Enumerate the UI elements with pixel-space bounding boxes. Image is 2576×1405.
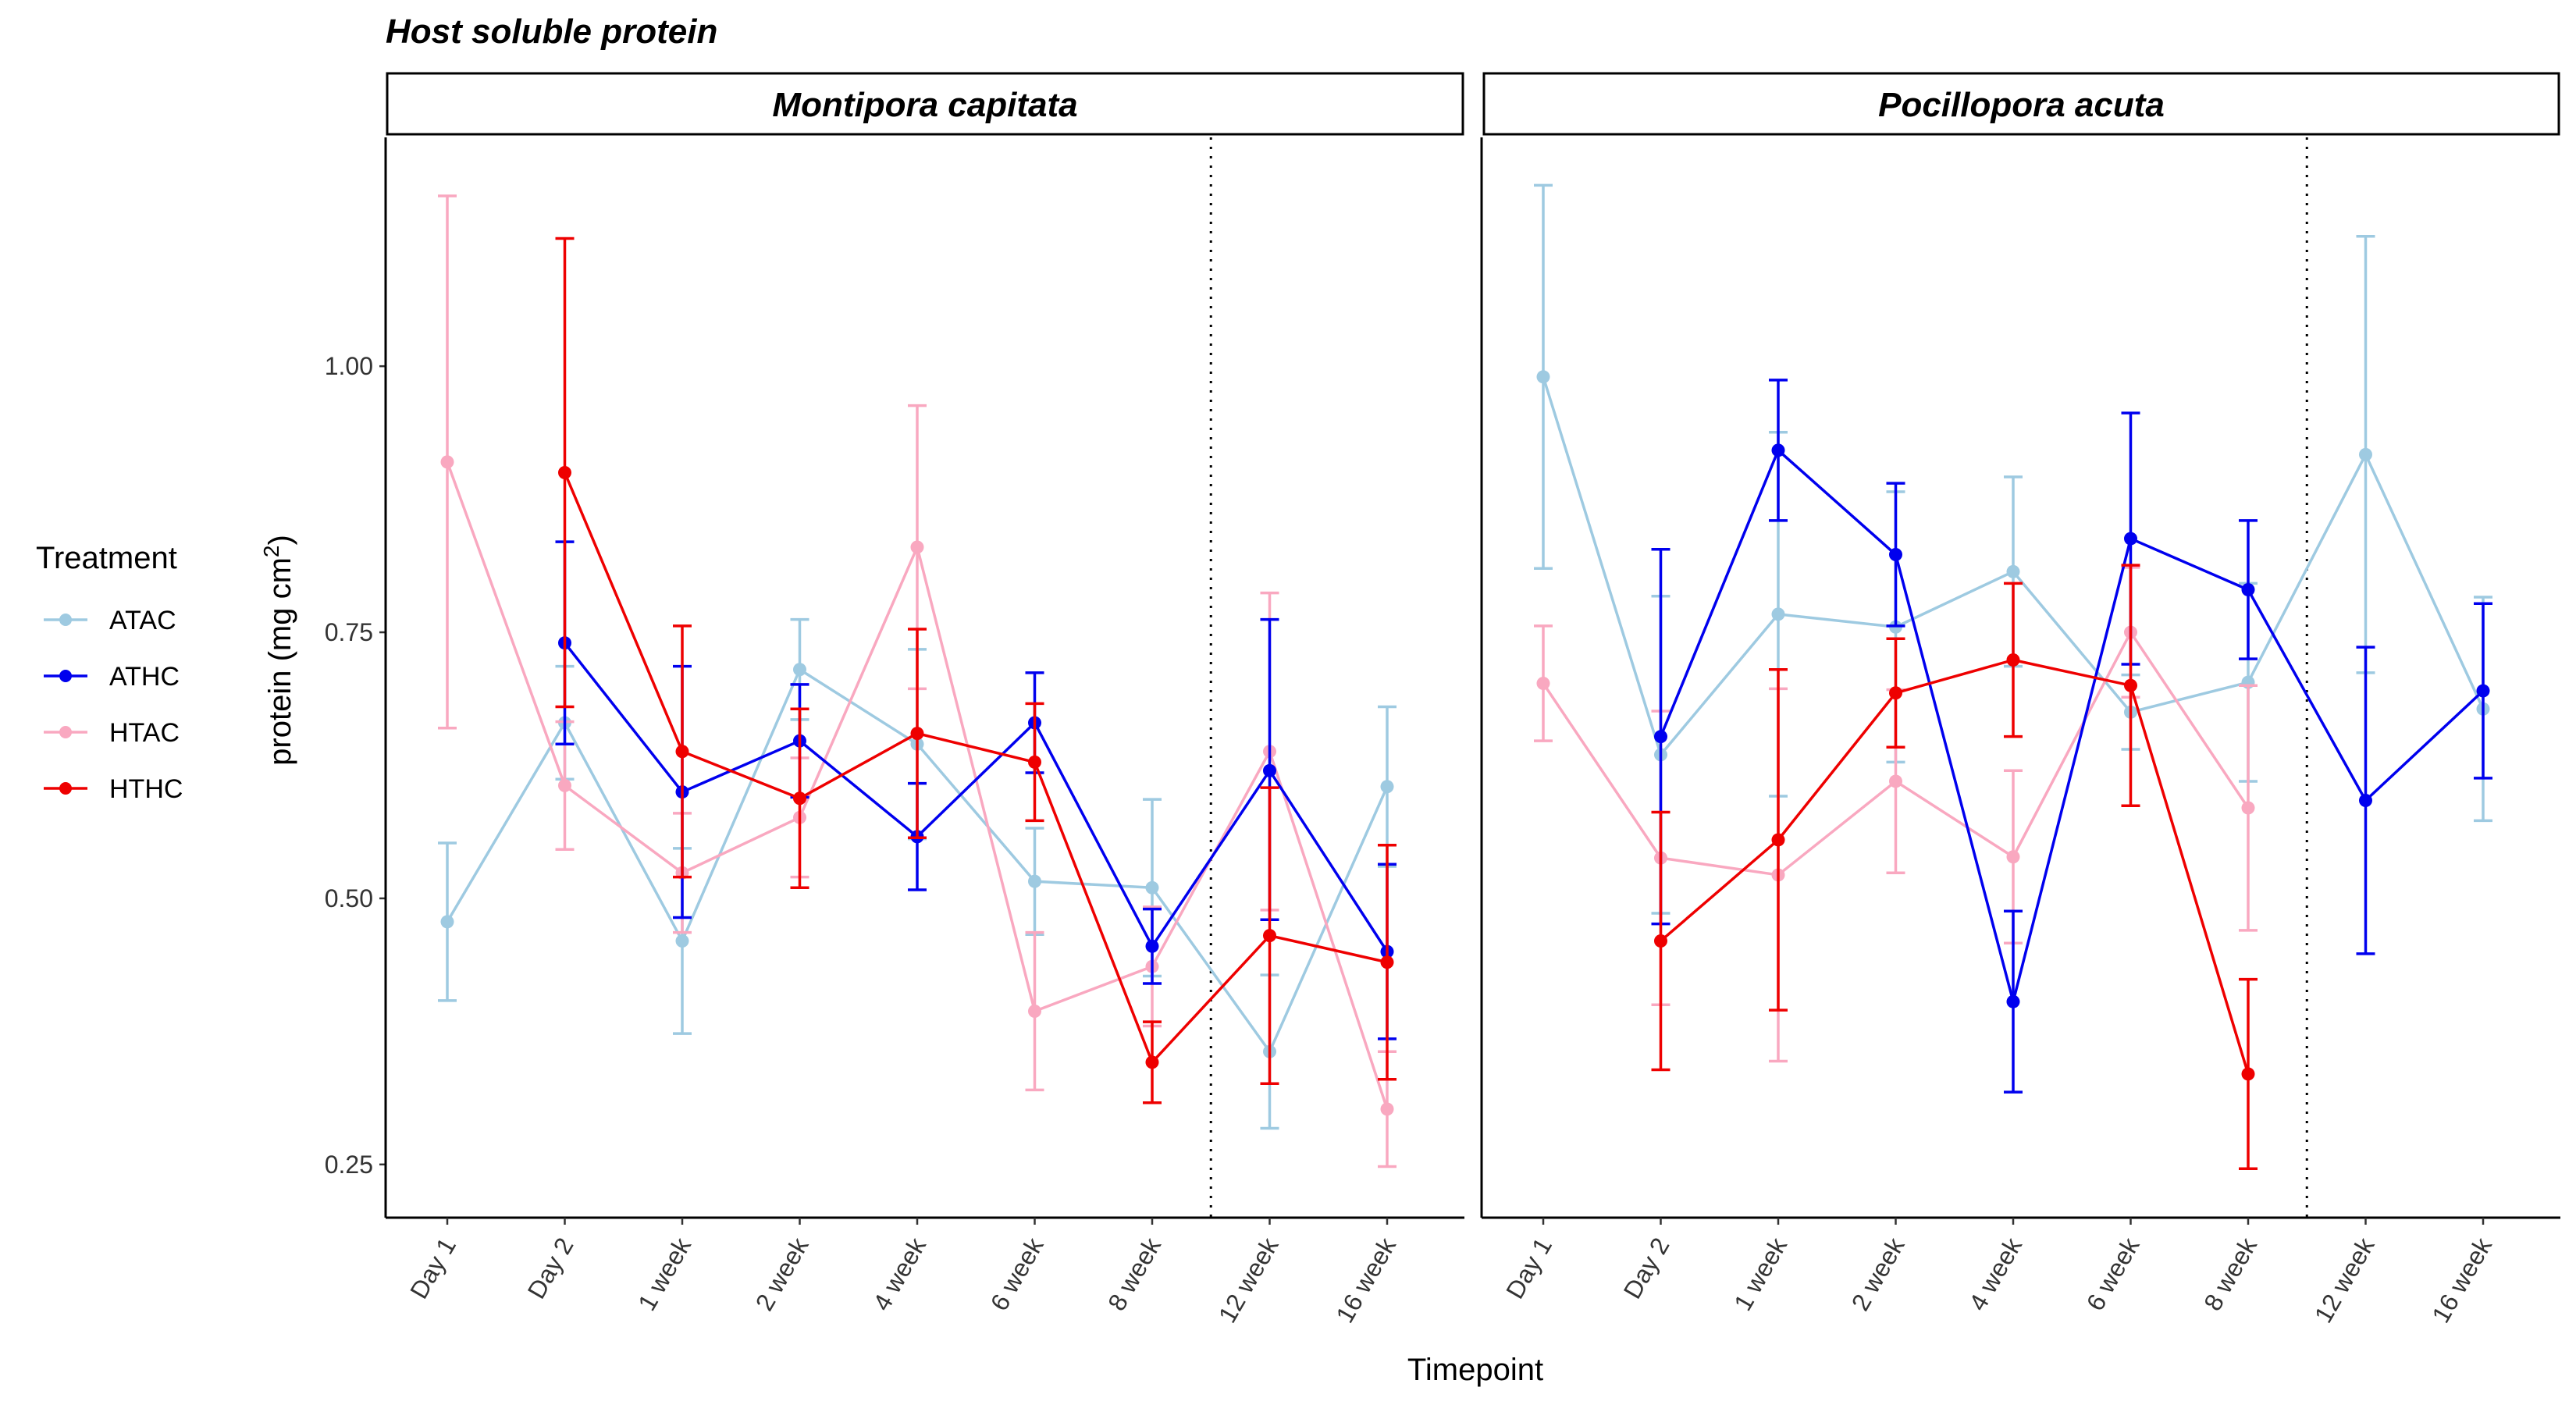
y-axis-title-suffix: ) [263, 535, 297, 545]
data-point [440, 915, 454, 929]
data-point [675, 745, 689, 759]
data-point [2124, 532, 2137, 546]
legend-key-point-athc [59, 670, 72, 682]
legend-label-atac: ATAC [109, 606, 176, 635]
data-point [1380, 780, 1394, 794]
data-point [2006, 994, 2020, 1008]
data-point [793, 663, 806, 677]
series-hthc [1651, 564, 2258, 1171]
data-point [1654, 934, 1667, 948]
legend-key-point-hthc [59, 782, 72, 795]
x-tick-label: 16 week [1330, 1232, 1401, 1328]
panel-pocillopora-acuta: Pocillopora acuta Day 1 Day 2 1 week 2 week 4… [1480, 72, 2560, 1328]
x-tick-label: 12 week [1213, 1232, 1284, 1328]
x-tick-label: 4 week [1963, 1232, 2027, 1316]
y-tick-label: 0.75 [325, 618, 373, 646]
legend-label-hthc: HTHC [109, 774, 183, 804]
x-tick-label: 1 week [632, 1232, 696, 1316]
legend-key-point-htac [59, 726, 72, 738]
y-tick-label: 0.25 [325, 1151, 373, 1179]
y-tick-label: 1.00 [325, 352, 373, 380]
data-point [1145, 939, 1159, 953]
facet-strip-label: Pocillopora acuta [1878, 86, 2165, 124]
data-point [440, 455, 454, 469]
data-point [2476, 684, 2490, 698]
x-tick-label: 8 week [2198, 1232, 2262, 1316]
data-point [1889, 686, 1902, 700]
x-tick-label: 2 week [750, 1232, 814, 1316]
legend-key-point-atac [59, 614, 72, 626]
y-axis-title-superscript: 2 [259, 546, 283, 558]
y-axis-title: protein (mg cm2) [259, 535, 298, 766]
data-point [2359, 793, 2372, 807]
data-point [1263, 763, 1276, 777]
data-point [1771, 607, 1785, 621]
x-tick-label: 1 week [1728, 1232, 1792, 1316]
legend-title: Treatment [36, 541, 177, 575]
data-point [1028, 874, 1041, 888]
data-point [2241, 1067, 2255, 1081]
data-point [558, 778, 571, 792]
y-axis: 0.25 0.50 0.75 1.00 [325, 352, 386, 1179]
series-hthc [555, 237, 1397, 1104]
x-tick-label: 2 week [1846, 1232, 1910, 1316]
series-line [563, 471, 1388, 1064]
data-point [1028, 755, 1041, 769]
data-point [793, 791, 806, 806]
legend-label-athc: ATHC [109, 662, 180, 692]
data-point [558, 466, 571, 480]
x-tick-label: Day 2 [522, 1233, 579, 1304]
x-tick-label: 4 week [867, 1232, 931, 1316]
data-point [1771, 443, 1785, 457]
data-point [1771, 833, 1785, 847]
x-tick-label: Day 2 [1618, 1233, 1675, 1304]
panel-montipora-capitata: Montipora capitata Day 1 Day 2 1 week 2 week… [384, 72, 1464, 1328]
data-point [1889, 548, 1902, 562]
data-point [1536, 370, 1550, 384]
facet-strip-label: Montipora capitata [772, 86, 1077, 124]
x-axis-title: Timepoint [1407, 1353, 1543, 1387]
data-point [1028, 1004, 1041, 1018]
data-point [1380, 955, 1394, 969]
data-point [1654, 730, 1667, 744]
data-point [2006, 850, 2020, 864]
data-point [675, 934, 689, 948]
facet-strip [386, 72, 1464, 136]
data-point [1380, 1102, 1394, 1116]
series-line [564, 642, 1389, 953]
chart-title: Host soluble protein [386, 12, 717, 51]
data-point [1145, 1055, 1159, 1069]
x-tick-label: Day 1 [404, 1233, 461, 1304]
x-tick-label: Day 1 [1500, 1233, 1557, 1304]
x-tick-label: 6 week [985, 1232, 1049, 1316]
data-point [1145, 880, 1159, 895]
x-tick-label: 6 week [2081, 1232, 2145, 1316]
data-point [2241, 801, 2255, 815]
data-point [2124, 678, 2137, 692]
series-line [1660, 658, 2250, 1075]
y-axis-title-text: protein (mg cm [263, 557, 297, 766]
data-point [910, 540, 924, 554]
data-point [2006, 653, 2020, 667]
series-athc [1651, 379, 2492, 1094]
x-tick-label: 16 week [2426, 1232, 2497, 1328]
series-line [1659, 449, 2485, 1003]
data-point [2359, 447, 2372, 461]
y-tick-label: 0.50 [325, 884, 373, 912]
data-point [1889, 774, 1902, 788]
legend-label-htac: HTAC [109, 718, 180, 748]
data-point [2006, 564, 2020, 578]
legend: Treatment ATAC ATHC HTAC HTHC [36, 541, 183, 804]
x-tick-label: 12 week [2309, 1232, 2380, 1328]
data-point [1536, 676, 1550, 690]
data-point [1263, 929, 1276, 943]
facet-strip [1482, 72, 2560, 136]
data-point [2241, 583, 2255, 597]
data-point [910, 727, 924, 741]
x-tick-label: 8 week [1102, 1232, 1166, 1316]
